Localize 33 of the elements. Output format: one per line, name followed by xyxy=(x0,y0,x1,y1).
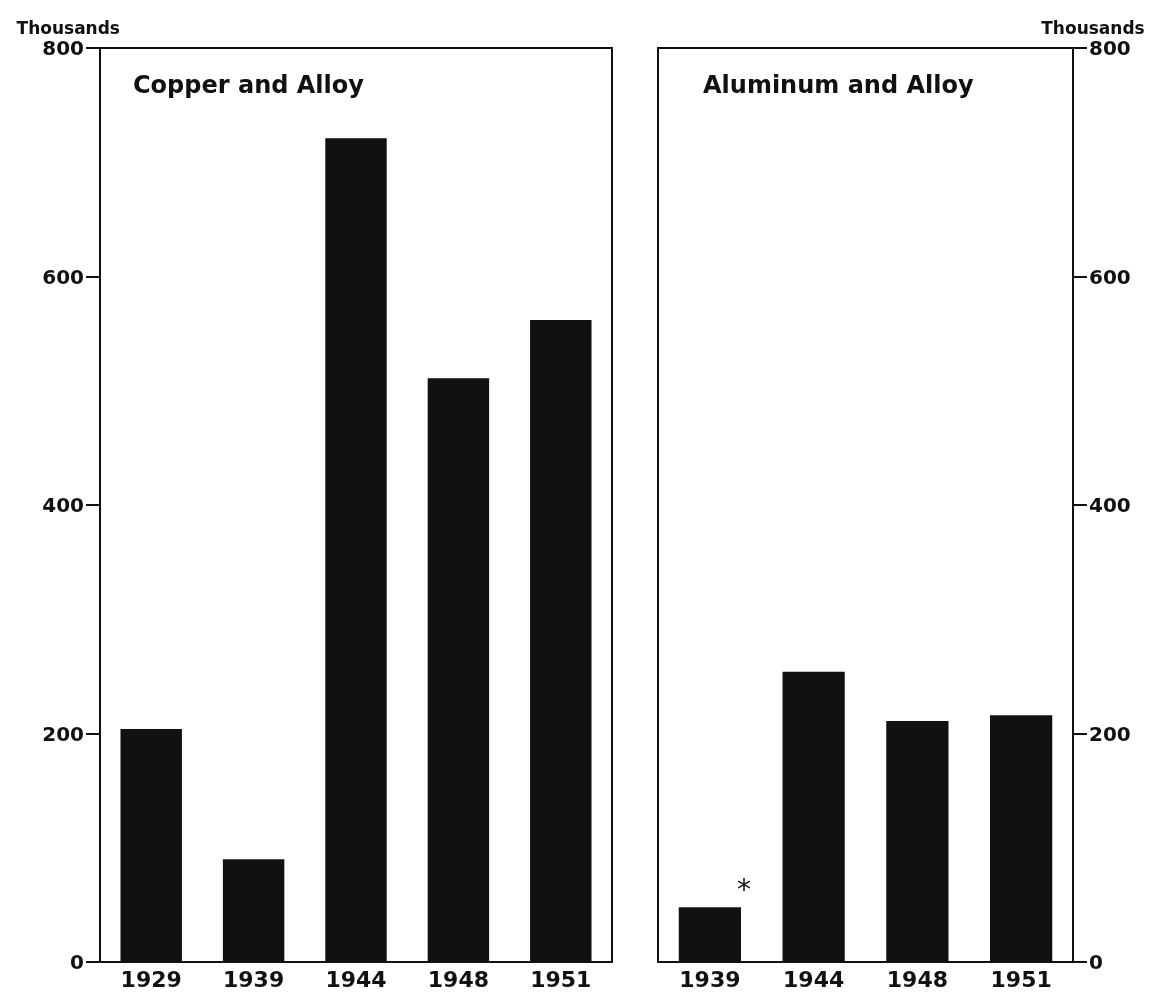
bar xyxy=(990,715,1053,962)
y-tick-label: 600 xyxy=(42,264,84,289)
bar xyxy=(222,859,285,962)
y2-tick-label: 600 xyxy=(1089,264,1131,289)
y-axis-title: Thousands xyxy=(16,17,120,38)
y-tick-label: 200 xyxy=(42,721,84,746)
text: Copper and Alloy xyxy=(133,71,365,99)
bar xyxy=(530,319,592,962)
x-tick-label: 1951 xyxy=(990,966,1052,992)
y2-tick-label: 0 xyxy=(1089,950,1103,974)
bar xyxy=(886,720,949,962)
y2-tick-label: 800 xyxy=(1089,36,1131,60)
y2-axis-title: Thousands xyxy=(1041,17,1145,38)
x-tick-label: 1944 xyxy=(783,966,845,992)
bar xyxy=(120,728,182,962)
x-tick-label: 1948 xyxy=(886,966,948,992)
x-tick-label: 1929 xyxy=(120,966,182,992)
text: Aluminum and Alloy xyxy=(703,71,974,99)
y-tick-label: 0 xyxy=(70,950,84,974)
bar xyxy=(325,138,387,962)
x-tick-label: 1944 xyxy=(325,966,387,992)
x-tick-label: 1951 xyxy=(530,966,592,992)
bar xyxy=(782,671,845,962)
y2-tick-label: 400 xyxy=(1089,493,1131,517)
x-tick-label: 1948 xyxy=(427,966,490,992)
annotation: * xyxy=(736,872,751,906)
x-tick-label: 1939 xyxy=(679,966,741,992)
y-tick-label: 400 xyxy=(42,493,84,517)
y2-tick-label: 200 xyxy=(1089,721,1131,746)
bar xyxy=(678,907,741,962)
x-tick-label: 1939 xyxy=(222,966,285,992)
bar xyxy=(427,378,490,962)
y-tick-label: 800 xyxy=(42,36,84,60)
